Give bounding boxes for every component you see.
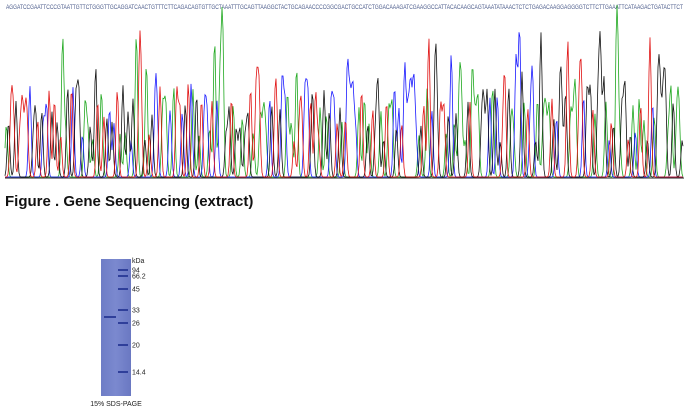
marker-band [118, 309, 128, 311]
marker-band [118, 322, 128, 324]
trace [4, 31, 684, 178]
marker-label: 26 [132, 321, 140, 328]
figure-caption: Figure . Gene Sequencing (extract) [5, 193, 254, 210]
trace [5, 30, 683, 178]
marker-label: 94 [132, 268, 140, 275]
sample-band [104, 316, 116, 318]
marker-band [118, 371, 128, 373]
marker-band [118, 269, 128, 271]
unit-label: kDa [132, 258, 145, 265]
marker-label: 45 [132, 287, 140, 294]
gel-caption: 15% SDS-PAGE [90, 401, 142, 408]
marker-label: 14.4 [132, 370, 146, 377]
marker-band [118, 288, 128, 290]
gel-lane [101, 259, 131, 396]
trace [4, 4, 684, 178]
sequence-text: AGGATCCGAATTCCCGTAATTGTTCTGGGTTGCAGGATCA… [6, 5, 683, 11]
chromatogram: AGGATCCGAATTCCCGTAATTGTTCTGGGTTGCAGGATCA… [4, 4, 684, 179]
marker-label: 66.2 [132, 274, 146, 281]
marker-band [118, 344, 128, 346]
marker-band [118, 275, 128, 277]
marker-label: 20 [132, 343, 140, 350]
marker-label: 33 [132, 308, 140, 315]
